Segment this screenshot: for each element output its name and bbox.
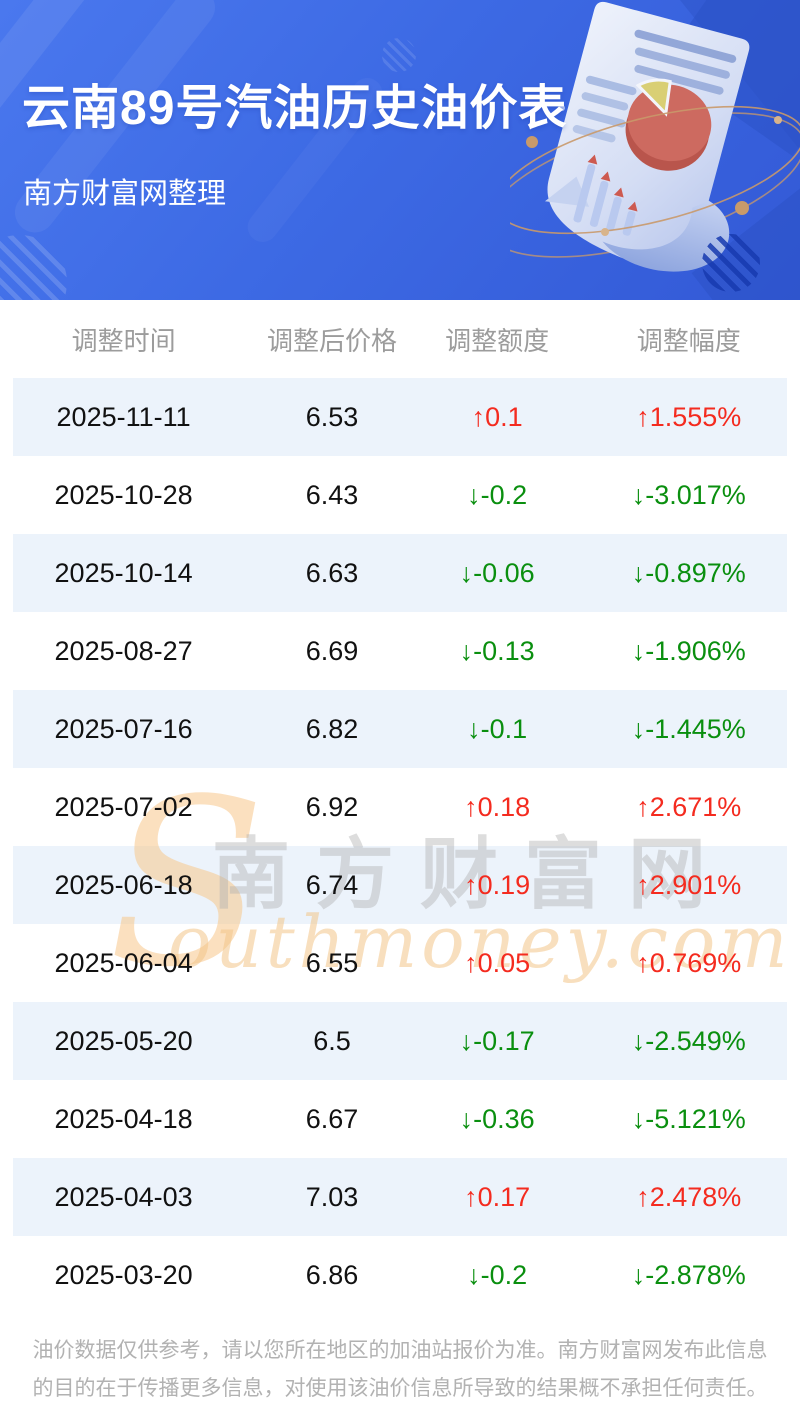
cell-date: 2025-07-16	[54, 713, 193, 744]
table-header-row: 调整时间 调整后价格 调整额度 调整幅度	[0, 300, 800, 378]
cell-price: 6.67	[305, 1103, 359, 1134]
striped-circle-decoration	[702, 234, 760, 292]
cell-percent: ↓-3.017%	[631, 479, 746, 510]
cell-percent: ↓-1.445%	[631, 713, 746, 744]
cell-date: 2025-04-18	[54, 1103, 193, 1134]
column-header-percent: 调整幅度	[636, 325, 741, 356]
cell-percent: ↓-1.906%	[631, 635, 746, 666]
page-subtitle: 南方财富网整理	[23, 178, 227, 210]
cell-percent: ↓-5.121%	[631, 1103, 746, 1134]
table-row: 2025-04-18 6.67 ↓-0.36 ↓-5.121%	[0, 1080, 800, 1158]
footer: 油价数据仅供参考，请以您所在地区的加油站报价为准。南方财富网发布此信息的目的在于…	[0, 1332, 800, 1408]
table-row: 2025-11-11 6.53 ↑0.1 ↑1.555%	[0, 378, 800, 456]
cell-change: ↑0.19	[464, 869, 531, 900]
report-document-illustration	[510, 0, 800, 272]
table-row: 2025-04-03 7.03 ↑0.17 ↑2.478%	[0, 1158, 800, 1236]
disclaimer-text: 油价数据仅供参考，请以您所在地区的加油站报价为准。南方财富网发布此信息的目的在于…	[32, 1339, 768, 1400]
cell-change: ↑0.05	[464, 947, 531, 978]
table-row: 2025-03-20 6.86 ↓-0.2 ↓-2.878%	[0, 1236, 800, 1314]
cell-date: 2025-06-04	[54, 947, 193, 978]
striped-circle-decoration	[0, 235, 67, 300]
cell-percent: ↑2.901%	[636, 869, 742, 900]
table-row: 2025-08-27 6.69 ↓-0.13 ↓-1.906%	[0, 612, 800, 690]
cell-change: ↓-0.13	[459, 635, 535, 666]
cell-price: 6.74	[305, 869, 359, 900]
cell-change: ↑0.18	[464, 791, 531, 822]
cell-change: ↓-0.2	[467, 479, 528, 510]
column-header-change: 调整额度	[445, 325, 550, 356]
cell-percent: ↑0.769%	[636, 947, 742, 978]
table-row: 2025-10-14 6.63 ↓-0.06 ↓-0.897%	[0, 534, 800, 612]
cell-date: 2025-05-20	[54, 1025, 193, 1056]
cell-change: ↓-0.1	[467, 713, 528, 744]
table-row: 2025-07-16 6.82 ↓-0.1 ↓-1.445%	[0, 690, 800, 768]
table-row: 2025-06-04 6.55 ↑0.05 ↑0.769%	[0, 924, 800, 1002]
cell-price: 6.82	[305, 713, 359, 744]
cell-change: ↓-0.17	[459, 1025, 535, 1056]
cell-date: 2025-03-20	[54, 1259, 193, 1290]
cell-change: ↑0.1	[471, 401, 523, 432]
cell-price: 6.86	[305, 1259, 359, 1290]
cell-date: 2025-07-02	[54, 791, 193, 822]
cell-price: 7.03	[305, 1181, 359, 1212]
table-body: 2025-11-11 6.53 ↑0.1 ↑1.555% 2025-10-28 6.43 ↓…	[0, 378, 800, 1314]
table-row: 2025-05-20 6.5 ↓-0.17 ↓-2.549%	[0, 1002, 800, 1080]
table-row: 2025-10-28 6.43 ↓-0.2 ↓-3.017%	[0, 456, 800, 534]
cell-percent: ↑2.671%	[636, 791, 742, 822]
cell-percent: ↑2.478%	[636, 1181, 742, 1212]
cell-percent: ↑1.555%	[636, 401, 742, 432]
page-title: 云南89号汽油历史油价表	[22, 82, 568, 135]
cell-price: 6.5	[313, 1025, 351, 1056]
cell-change: ↓-0.36	[459, 1103, 535, 1134]
cell-percent: ↓-0.897%	[631, 557, 746, 588]
cell-date: 2025-08-27	[54, 635, 193, 666]
row-stripes-background	[13, 378, 787, 1314]
price-table-section: S 南方财富网 outhmoney.com 调整时间 调整后价格 调整额度 调整…	[0, 300, 800, 1314]
cell-change: ↓-0.2	[467, 1259, 528, 1290]
column-header-time: 调整时间	[71, 325, 176, 356]
table-row: 2025-06-18 6.74 ↑0.19 ↑2.901%	[0, 846, 800, 924]
cell-date: 2025-11-11	[56, 401, 191, 432]
cell-price: 6.53	[305, 401, 359, 432]
cell-price: 6.92	[305, 791, 359, 822]
cell-change: ↓-0.06	[459, 557, 535, 588]
cell-price: 6.43	[305, 479, 359, 510]
cell-percent: ↓-2.549%	[631, 1025, 746, 1056]
cell-date: 2025-10-28	[54, 479, 193, 510]
striped-circle-decoration	[382, 38, 416, 72]
cell-price: 6.63	[305, 557, 359, 588]
cell-change: ↑0.17	[464, 1181, 531, 1212]
cell-date: 2025-04-03	[54, 1181, 193, 1212]
cell-price: 6.69	[305, 635, 359, 666]
cell-percent: ↓-2.878%	[631, 1259, 746, 1290]
hero-banner: 云南89号汽油历史油价表 南方财富网整理	[0, 0, 800, 300]
cell-price: 6.55	[305, 947, 359, 978]
column-header-price: 调整后价格	[266, 325, 397, 356]
cell-date: 2025-10-14	[54, 557, 193, 588]
table-row: 2025-07-02 6.92 ↑0.18 ↑2.671%	[0, 768, 800, 846]
cell-date: 2025-06-18	[54, 869, 193, 900]
